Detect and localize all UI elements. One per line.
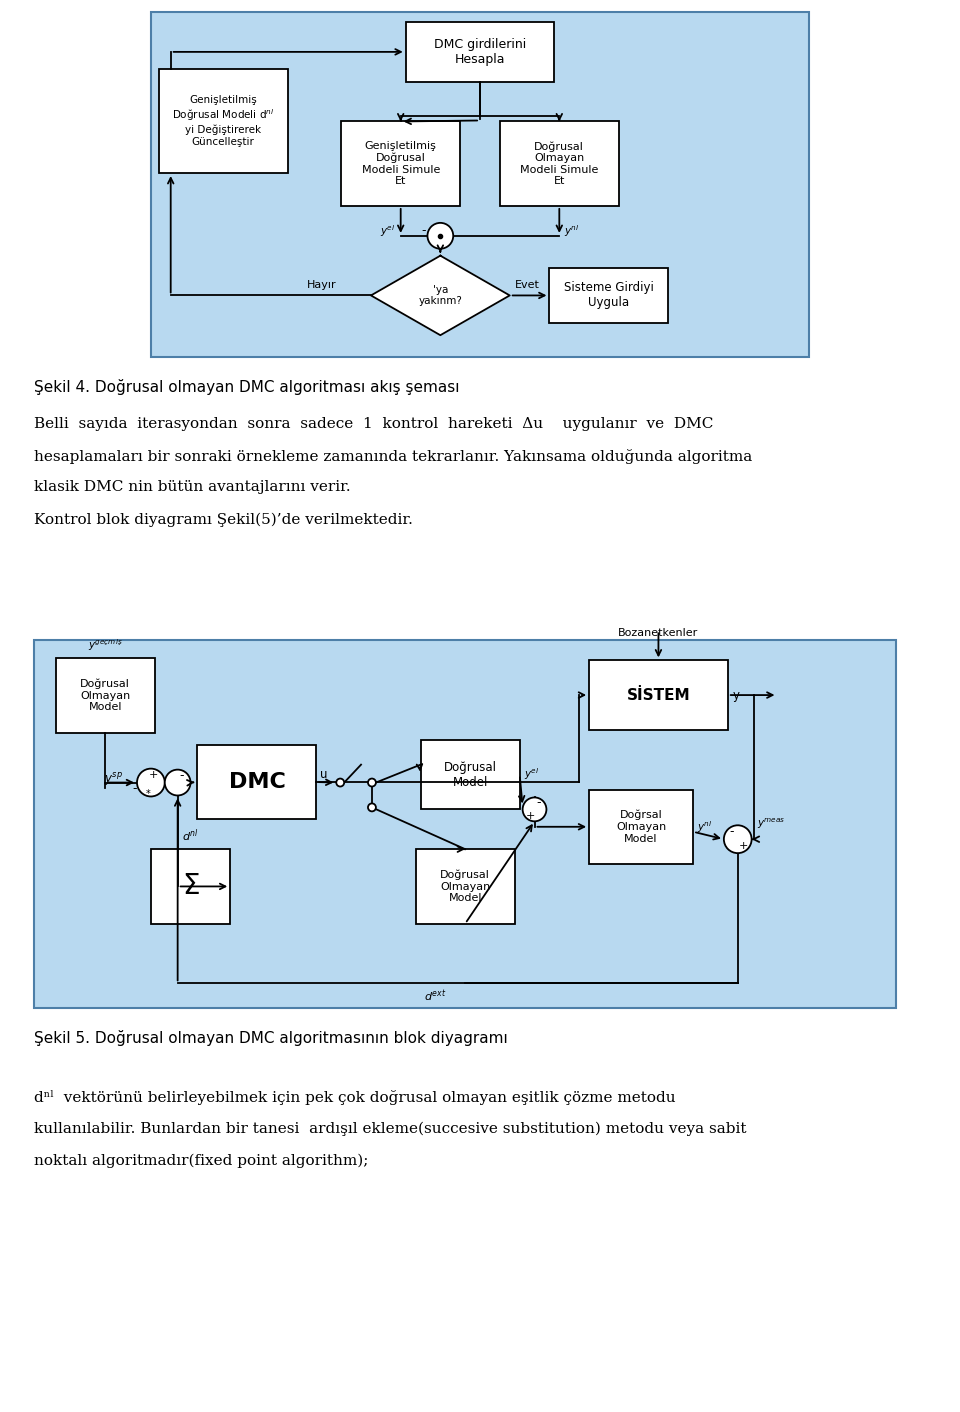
Text: Evet: Evet	[515, 281, 540, 291]
FancyBboxPatch shape	[406, 23, 554, 82]
Text: Sisteme Girdiyi
Uygula: Sisteme Girdiyi Uygula	[564, 281, 654, 309]
FancyBboxPatch shape	[589, 789, 693, 864]
Text: Doğrusal
Model: Doğrusal Model	[444, 761, 496, 788]
Text: *: *	[146, 789, 151, 799]
Text: Genişletilmiş
Doğrusal
Modeli Simule
Et: Genişletilmiş Doğrusal Modeli Simule Et	[362, 141, 440, 186]
FancyBboxPatch shape	[416, 849, 515, 923]
FancyBboxPatch shape	[420, 740, 519, 809]
Text: klasik DMC nin bütün avantajlarını verir.: klasik DMC nin bütün avantajlarını verir…	[34, 480, 350, 494]
Text: -: -	[537, 796, 540, 809]
Text: $d^{ext}$: $d^{ext}$	[424, 988, 446, 1004]
Text: $d^{nl}$: $d^{nl}$	[182, 827, 199, 844]
Text: u: u	[321, 768, 328, 781]
FancyBboxPatch shape	[500, 121, 619, 206]
Circle shape	[522, 798, 546, 822]
Text: Şekil 5. Doğrusal olmayan DMC algoritmasının blok diyagramı: Şekil 5. Doğrusal olmayan DMC algoritmas…	[34, 1031, 508, 1046]
Text: Σ: Σ	[181, 873, 200, 901]
Text: Kontrol blok diyagramı Şekil(5)’de verilmektedir.: Kontrol blok diyagramı Şekil(5)’de veril…	[34, 513, 413, 527]
Text: +: +	[149, 770, 158, 779]
FancyBboxPatch shape	[56, 658, 155, 733]
Polygon shape	[371, 256, 510, 335]
Text: $y^{meas}$: $y^{meas}$	[756, 818, 785, 832]
Text: hesaplamaları bir sonraki örnekleme zamanında tekrarlanır. Yakınsama olduğunda a: hesaplamaları bir sonraki örnekleme zama…	[34, 449, 752, 463]
FancyBboxPatch shape	[151, 849, 230, 923]
Text: $y^{geçmiş}$: $y^{geçmiş}$	[88, 637, 123, 654]
Text: $y^{sp}$: $y^{sp}$	[104, 771, 123, 788]
Circle shape	[336, 778, 345, 786]
Circle shape	[368, 778, 376, 786]
Text: kullanılabilir. Bunlardan bir tanesi  ardışıl ekleme(succesive substitution) met: kullanılabilir. Bunlardan bir tanesi ard…	[34, 1121, 747, 1135]
FancyBboxPatch shape	[151, 13, 809, 357]
Text: DMC: DMC	[228, 772, 285, 792]
Text: $y^{nl}$: $y^{nl}$	[697, 819, 712, 834]
Circle shape	[137, 768, 165, 796]
Text: Belli  sayıda  iterasyondan  sonra  sadece  1  kontrol  hareketi  Δu    uygulanı: Belli sayıda iterasyondan sonra sadece 1…	[34, 417, 713, 431]
Text: dⁿˡ  vektörünü belirleyebilmek için pek çok doğrusal olmayan eşitlik çözme metod: dⁿˡ vektörünü belirleyebilmek için pek ç…	[34, 1090, 676, 1104]
Text: 'ya
yakınm?: 'ya yakınm?	[419, 285, 463, 306]
Text: -: -	[421, 225, 425, 237]
Text: -: -	[730, 825, 734, 837]
Text: Şekil 4. Doğrusal olmayan DMC algoritması akış şeması: Şekil 4. Doğrusal olmayan DMC algoritmas…	[34, 378, 460, 395]
Text: -: -	[132, 782, 137, 795]
Circle shape	[724, 825, 752, 853]
Text: $y^{el}$: $y^{el}$	[523, 767, 539, 782]
Text: Bozanetkenler: Bozanetkenler	[618, 628, 699, 638]
Text: noktalı algoritmadır(fixed point algorithm);: noktalı algoritmadır(fixed point algorit…	[34, 1154, 369, 1168]
Circle shape	[368, 803, 376, 812]
FancyBboxPatch shape	[589, 661, 728, 730]
Circle shape	[165, 770, 190, 795]
Text: Doğrusal
Olmayan
Model: Doğrusal Olmayan Model	[440, 870, 491, 904]
FancyBboxPatch shape	[34, 641, 897, 1008]
Text: SİSTEM: SİSTEM	[627, 688, 690, 703]
Text: Doğrusal
Olmayan
Modeli Simule
Et: Doğrusal Olmayan Modeli Simule Et	[520, 141, 598, 186]
Text: Hayır: Hayır	[306, 281, 336, 291]
Text: $y^{nl}$: $y^{nl}$	[564, 223, 580, 239]
Text: Doğrsal
Olmayan
Model: Doğrsal Olmayan Model	[616, 810, 666, 843]
FancyBboxPatch shape	[198, 744, 317, 819]
FancyBboxPatch shape	[549, 268, 668, 323]
Text: +: +	[526, 812, 536, 822]
Text: Genişletilmiş
Doğrusal Modeli d$^{nl}$
yi Değiştirerek
Güncelleştir: Genişletilmiş Doğrusal Modeli d$^{nl}$ y…	[172, 95, 275, 147]
Text: Doğrusal
Olmayan
Model: Doğrusal Olmayan Model	[80, 679, 131, 713]
Text: $y^{el}$: $y^{el}$	[380, 223, 396, 239]
FancyBboxPatch shape	[341, 121, 460, 206]
Circle shape	[427, 223, 453, 249]
FancyBboxPatch shape	[158, 69, 288, 174]
Text: y: y	[732, 689, 740, 702]
Text: +: +	[739, 842, 749, 851]
Text: -: -	[180, 770, 184, 782]
Text: DMC girdilerini
Hesapla: DMC girdilerini Hesapla	[434, 38, 526, 66]
